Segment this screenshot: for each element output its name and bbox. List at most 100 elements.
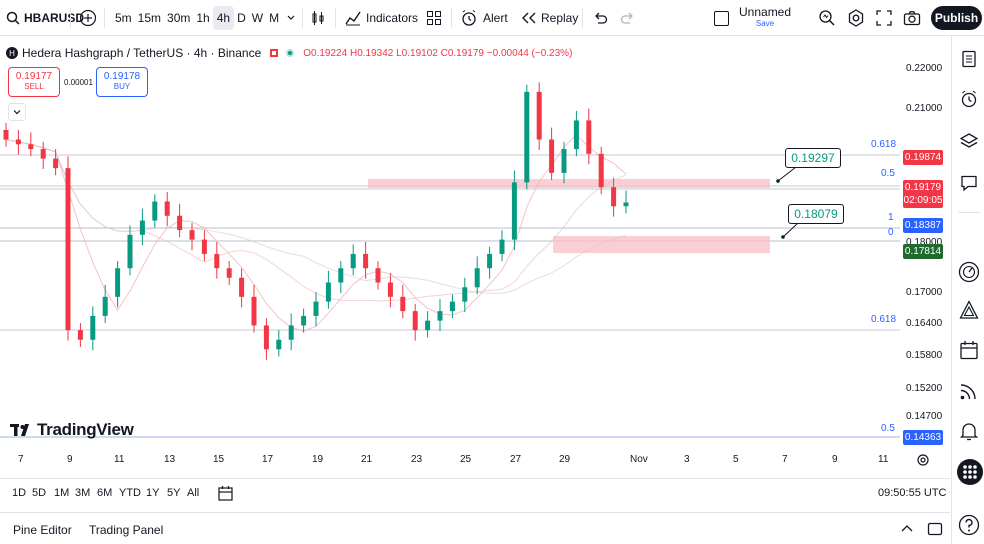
chevron-down-icon (9, 104, 25, 120)
fib-label: 0.618 (871, 314, 896, 325)
current-price: 0.19179 (903, 181, 943, 194)
callout-anchor (781, 235, 785, 239)
utc-clock[interactable]: 09:50:55 UTC (878, 487, 946, 499)
chevron-down-icon[interactable] (286, 13, 296, 23)
redo-button[interactable] (620, 0, 636, 36)
candle-body (28, 144, 33, 149)
callout-lower[interactable]: 0.18079 (788, 204, 844, 224)
apps-menu-button[interactable] (957, 459, 983, 485)
checkbox-icon[interactable] (714, 11, 729, 26)
candle-body (338, 268, 343, 282)
zoom-search-icon (818, 9, 836, 27)
candle-body (4, 130, 9, 140)
candle-body (202, 240, 207, 254)
timeframe-m[interactable]: M (266, 11, 282, 25)
replay-button[interactable]: Replay (521, 0, 578, 36)
bell-icon[interactable] (959, 421, 979, 441)
timeframe-d[interactable]: D (234, 11, 249, 25)
alert-button[interactable]: Alert (460, 0, 508, 36)
price-tick: 0.21000 (906, 103, 942, 114)
publish-button[interactable]: Publish (931, 6, 982, 30)
range-3m[interactable]: 3M (75, 487, 90, 499)
watchlist-icon[interactable] (960, 50, 978, 68)
buy-button[interactable]: 0.19178 BUY (96, 67, 148, 97)
timeframe-5m[interactable]: 5m (112, 11, 135, 25)
candle-body (574, 120, 579, 149)
candle-body (66, 168, 71, 330)
candle-body (115, 268, 120, 297)
tradingview-logo-icon (10, 423, 34, 437)
indicators-label: Indicators (366, 11, 418, 25)
bar-countdown: 02:09:05 (903, 194, 943, 207)
chevron-up-icon[interactable] (900, 523, 914, 535)
fib-label: 1 (888, 212, 894, 223)
bottom-panel-bar: Pine Editor Trading Panel (0, 512, 950, 544)
calendar-goto-icon[interactable] (218, 485, 233, 501)
camera-icon (903, 10, 921, 26)
moving-average-line (6, 140, 626, 294)
timeframe-4h[interactable]: 4h (213, 6, 234, 30)
timeframe-30m[interactable]: 30m (164, 11, 193, 25)
templates-button[interactable] (426, 0, 442, 36)
sell-button[interactable]: 0.19177 SELL (8, 67, 60, 97)
ideas-icon[interactable] (959, 300, 979, 320)
candle-body (363, 254, 368, 268)
candle-body (264, 325, 269, 349)
undo-button[interactable] (592, 0, 608, 36)
right-sidebar (951, 36, 984, 544)
range-1m[interactable]: 1M (54, 487, 69, 499)
candle-body (624, 202, 629, 206)
range-1d[interactable]: 1D (12, 487, 26, 499)
undo-icon (592, 11, 608, 25)
timeframe-w[interactable]: W (249, 11, 266, 25)
legend-title[interactable]: Hedera Hashgraph / TetherUS · 4h · Binan… (22, 46, 261, 60)
range-1y[interactable]: 1Y (146, 487, 159, 499)
tab-trading-panel[interactable]: Trading Panel (89, 523, 163, 537)
legend-collapse-button[interactable] (8, 103, 26, 121)
tab-pine-editor[interactable]: Pine Editor (13, 523, 72, 537)
time-tick: 11 (878, 454, 888, 465)
range-5d[interactable]: 5D (32, 487, 46, 499)
broadcast-icon[interactable] (959, 381, 979, 401)
range-ytd[interactable]: YTD (119, 487, 141, 499)
fib-label: 0.5 (881, 168, 895, 179)
timeframe-1h[interactable]: 1h (193, 11, 212, 25)
layout-save[interactable]: Unnamed Save (714, 0, 791, 36)
high-value: H0.19342 (350, 48, 393, 59)
indicators-button[interactable]: Indicators (345, 0, 418, 36)
candle-body (413, 311, 418, 330)
maximize-icon[interactable] (927, 522, 943, 536)
low-value: L0.19102 (396, 48, 438, 59)
symbol-search[interactable]: HBARUSD (6, 0, 84, 36)
speedometer-icon[interactable] (958, 261, 980, 283)
settings-button[interactable] (847, 0, 865, 36)
time-tick: Nov (630, 454, 648, 465)
fullscreen-button[interactable] (876, 0, 892, 36)
timeframe-15m[interactable]: 15m (135, 11, 164, 25)
candles-icon (310, 9, 326, 27)
chat-icon[interactable] (960, 174, 978, 192)
range-6m[interactable]: 6M (97, 487, 112, 499)
candle-body (599, 154, 604, 187)
layers-icon[interactable] (960, 132, 978, 150)
calendar-icon[interactable] (959, 340, 979, 360)
time-tick: 3 (684, 454, 690, 465)
svg-text:H: H (9, 49, 15, 58)
help-icon[interactable] (958, 514, 980, 536)
range-all[interactable]: All (187, 487, 199, 499)
chart-type-button[interactable] (310, 0, 326, 36)
rewind-icon (521, 11, 537, 25)
time-axis[interactable]: 7 9 11 13 15 17 19 21 23 25 27 29 Nov 3 … (0, 449, 950, 473)
price-chart[interactable] (0, 36, 950, 450)
gear-icon[interactable] (916, 453, 930, 467)
layout-save-label: Save (739, 18, 791, 29)
fib-label: 0.5 (881, 423, 895, 434)
compare-add-button[interactable] (79, 0, 97, 36)
callout-upper[interactable]: 0.19297 (785, 148, 841, 168)
range-5y[interactable]: 5Y (167, 487, 180, 499)
time-tick: 7 (782, 454, 788, 465)
quick-search-button[interactable] (818, 0, 836, 36)
alarm-clock-icon[interactable] (960, 90, 978, 108)
snapshot-button[interactable] (903, 0, 921, 36)
price-tick: 0.15200 (906, 383, 942, 394)
